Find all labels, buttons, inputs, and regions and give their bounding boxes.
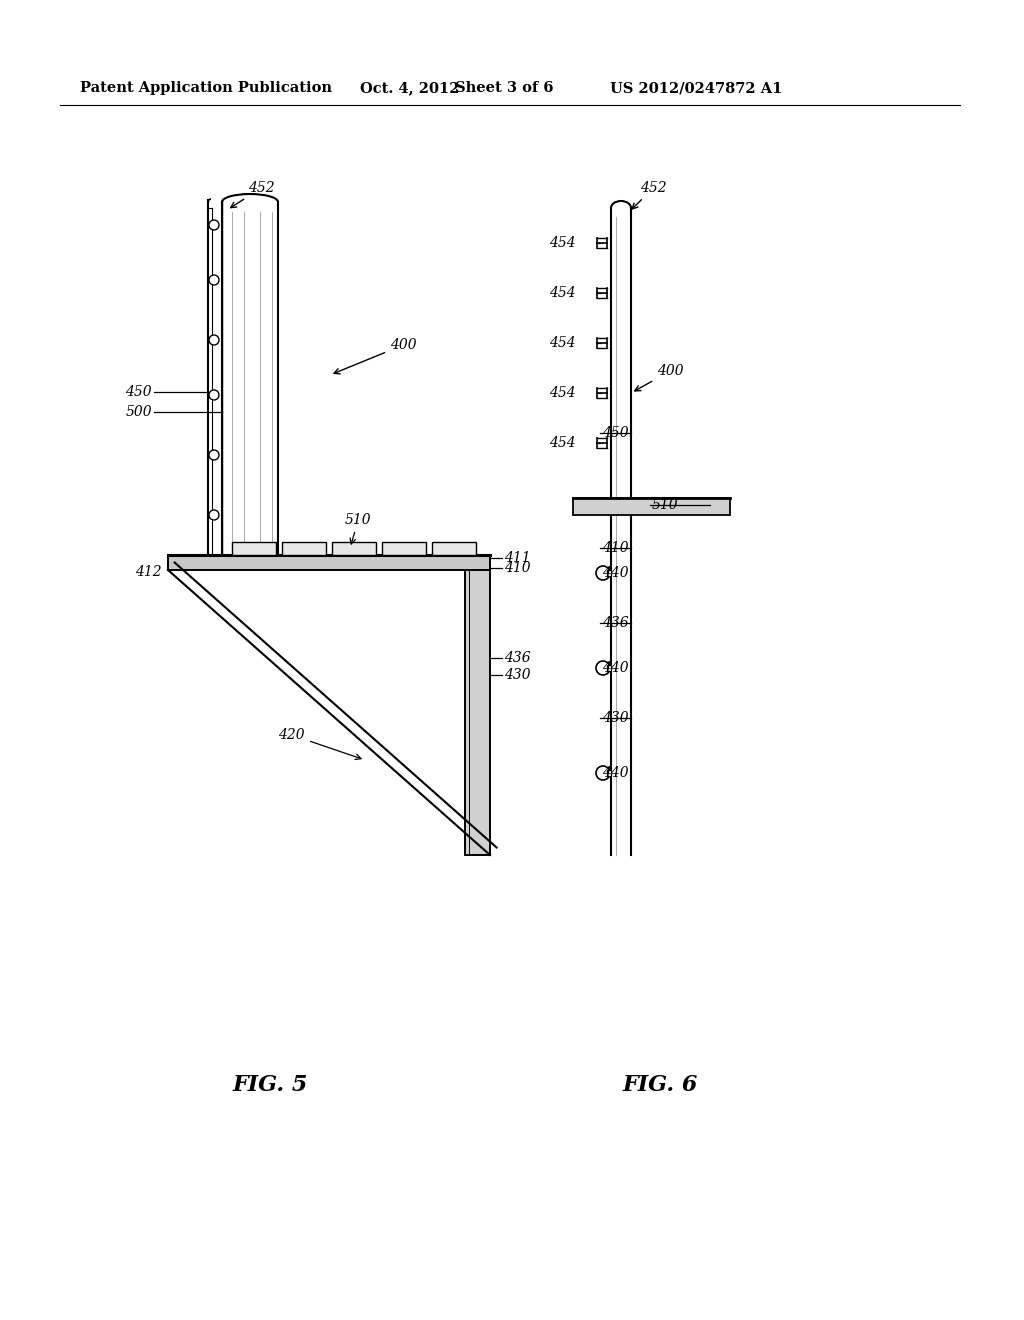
Text: 400: 400: [635, 364, 684, 391]
Circle shape: [209, 450, 219, 459]
Text: 430: 430: [602, 711, 629, 725]
Text: 500: 500: [125, 405, 152, 418]
Bar: [282, 543, 326, 554]
Text: 410: 410: [504, 561, 530, 576]
Bar: [573, 498, 730, 515]
Circle shape: [209, 220, 219, 230]
Text: 430: 430: [504, 668, 530, 682]
Bar: [432, 543, 476, 554]
Circle shape: [209, 275, 219, 285]
Text: 450: 450: [125, 385, 152, 399]
Circle shape: [209, 335, 219, 345]
Text: 452: 452: [632, 181, 667, 209]
Text: Patent Application Publication: Patent Application Publication: [80, 81, 332, 95]
Text: 510: 510: [345, 513, 372, 544]
Circle shape: [209, 389, 219, 400]
Text: 440: 440: [602, 661, 629, 675]
Text: 410: 410: [602, 541, 629, 554]
Text: 400: 400: [334, 338, 417, 374]
Text: 510: 510: [652, 498, 679, 512]
Text: 452: 452: [230, 181, 274, 207]
Text: 436: 436: [504, 651, 530, 665]
Text: 411: 411: [504, 550, 530, 565]
Bar: [607, 570, 611, 576]
Circle shape: [596, 566, 610, 579]
Text: 454: 454: [549, 337, 575, 350]
Circle shape: [596, 766, 610, 780]
Text: FIG. 6: FIG. 6: [623, 1074, 697, 1096]
Text: Sheet 3 of 6: Sheet 3 of 6: [455, 81, 554, 95]
Bar: [607, 665, 611, 671]
Text: 420: 420: [279, 729, 361, 759]
Text: 450: 450: [602, 426, 629, 440]
Bar: [232, 543, 276, 554]
Text: Oct. 4, 2012: Oct. 4, 2012: [360, 81, 460, 95]
Circle shape: [596, 661, 610, 675]
Text: 436: 436: [602, 616, 629, 630]
Bar: [382, 543, 426, 554]
Bar: [168, 554, 490, 570]
Text: 440: 440: [602, 766, 629, 780]
Text: 454: 454: [549, 385, 575, 400]
Text: 454: 454: [549, 236, 575, 249]
Text: US 2012/0247872 A1: US 2012/0247872 A1: [610, 81, 782, 95]
Text: 454: 454: [549, 436, 575, 450]
Text: FIG. 5: FIG. 5: [232, 1074, 307, 1096]
Text: 440: 440: [602, 566, 629, 579]
Text: 412: 412: [135, 565, 162, 579]
Circle shape: [209, 510, 219, 520]
Text: 454: 454: [549, 286, 575, 300]
Bar: [465, 570, 490, 855]
Bar: [607, 770, 611, 776]
Bar: [332, 543, 376, 554]
